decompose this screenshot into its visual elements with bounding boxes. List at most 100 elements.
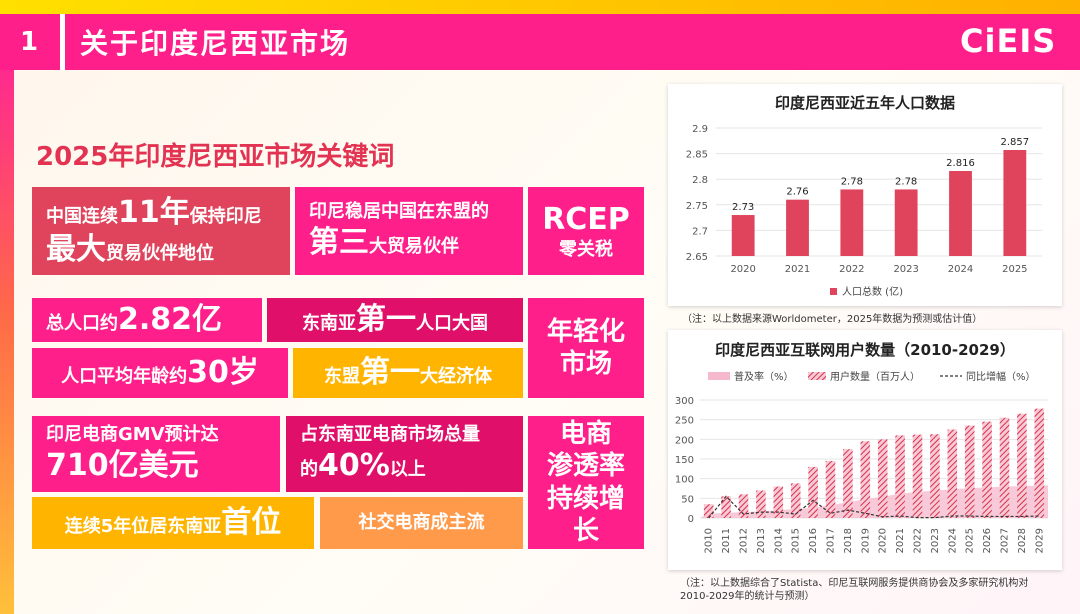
- x-tick-label: 2020: [730, 264, 755, 275]
- kw-highlight: 2.82亿: [118, 302, 223, 338]
- legend-label: 普及率（%）: [734, 370, 794, 383]
- x-tick-label: 2021: [895, 528, 906, 553]
- data-label: 2.816: [946, 158, 975, 169]
- x-tick-label: 2021: [785, 264, 810, 275]
- legend-swatch: [830, 288, 837, 295]
- kw-text: 保持印尼: [189, 205, 262, 227]
- keyword-trade-partner: 中国连续11年保持印尼 最大贸易伙伴地位: [32, 187, 290, 275]
- keyword-ecommerce-penetration: 电商 渗透率 持续增长: [528, 416, 644, 549]
- internet-chart: 0 50 100 150 200 250 300 2010 2011 2012 2013 2014 20…: [675, 370, 1048, 553]
- x-tick-label: 2020: [878, 528, 889, 553]
- internet-chart-note-2: 2010-2029年的统计与预测）: [680, 591, 815, 602]
- bar: [947, 429, 958, 518]
- x-tick-label: 2024: [948, 264, 973, 275]
- kw-text: 社交电商成主流: [358, 511, 485, 533]
- penetration-area: [700, 485, 1048, 518]
- x-tick-label: 2014: [773, 528, 784, 553]
- y-tick-label: 0: [688, 514, 694, 525]
- keyword-asean-partner: 印尼稳居中国在东盟的 第三大贸易伙伴: [295, 187, 523, 275]
- kw-highlight: 11年: [118, 194, 190, 230]
- population-chart-panel: 印度尼西亚近五年人口数据 2.65 2.7 2.75 2.8 2.85 2.9 2.73 20…: [668, 84, 1062, 306]
- header-stripe: [0, 0, 1080, 14]
- kw-highlight: 市场: [559, 349, 612, 379]
- x-tick-label: 2024: [947, 528, 958, 553]
- x-tick-label: 2016: [808, 528, 819, 553]
- y-tick-label: 50: [681, 494, 694, 505]
- bar: [721, 496, 731, 518]
- bar: [756, 490, 766, 518]
- keywords-heading: 2025年印度尼西亚市场关键词: [36, 142, 395, 172]
- bar: [786, 199, 809, 256]
- y-tick-label: 300: [675, 396, 694, 407]
- kw-text: 零关税: [559, 238, 613, 260]
- section-number: 1: [0, 14, 58, 70]
- y-tick-label: 200: [675, 435, 694, 446]
- x-tick-label: 2027: [1000, 528, 1011, 553]
- y-tick-label: 2.65: [686, 252, 708, 263]
- x-tick-label: 2015: [791, 528, 802, 553]
- kw-highlight: 40%: [318, 447, 390, 483]
- kw-text: 总人口约: [46, 313, 118, 335]
- kw-text: 以上: [389, 458, 426, 480]
- bar: [912, 434, 923, 518]
- x-tick-label: 2028: [1017, 528, 1028, 553]
- y-tick-label: 250: [675, 416, 694, 427]
- legend-label: 人口总数 (亿): [842, 285, 903, 298]
- keyword-largest-economy: 东盟第一大经济体: [293, 348, 523, 398]
- population-chart: 2.65 2.7 2.75 2.8 2.85 2.9 2.73 2020 2.76 2021 2.7…: [686, 124, 1042, 298]
- x-tick-label: 2018: [843, 528, 854, 553]
- x-tick-label: 2026: [982, 528, 993, 553]
- kw-highlight: 渗透率: [546, 451, 625, 481]
- data-label: 2.76: [786, 187, 808, 198]
- y-tick-label: 100: [675, 475, 694, 486]
- bar: [840, 189, 864, 256]
- bar: [894, 189, 918, 256]
- y-tick-label: 2.7: [692, 226, 708, 237]
- keyword-market-share: 占东南亚电商市场总量 的40%以上: [286, 416, 523, 492]
- keyword-social-commerce: 社交电商成主流: [320, 497, 523, 549]
- data-label: 2.78: [895, 176, 917, 187]
- x-tick-label: 2010: [704, 528, 715, 553]
- kw-text: 占东南亚电商市场总量: [300, 424, 480, 445]
- kw-text: 印尼电商GMV预计达: [46, 424, 219, 445]
- x-tick-label: 2025: [1002, 264, 1027, 275]
- kw-highlight: 第三: [309, 224, 369, 260]
- bar: [895, 435, 905, 518]
- bar: [731, 215, 755, 256]
- bar: [982, 421, 992, 518]
- kw-highlight: RCEP: [542, 202, 630, 237]
- kw-text: 大经济体: [420, 366, 492, 388]
- keyword-largest-population: 东南亚第一人口大国: [267, 298, 523, 342]
- keyword-rcep: RCEP 零关税: [528, 187, 644, 275]
- kw-highlight: 电商: [559, 418, 612, 449]
- bar: [1034, 408, 1045, 518]
- population-chart-title: 印度尼西亚近五年人口数据: [774, 94, 955, 112]
- kw-highlight: 年轻化: [546, 316, 625, 347]
- kw-text: 东盟: [324, 366, 360, 388]
- y-tick-label: 150: [675, 455, 694, 466]
- population-chart-note: （注：以上数据来源Worldometer，2025年数据为预测或估计值）: [682, 314, 983, 325]
- kw-text: 贸易伙伴地位: [106, 243, 214, 264]
- bar: [860, 441, 871, 518]
- kw-highlight: 最大: [46, 232, 106, 267]
- bar: [790, 483, 801, 518]
- legend-label: 用户数量（百万人）: [830, 370, 920, 383]
- x-tick-label: 2025: [965, 528, 976, 553]
- x-tick-label: 2023: [930, 528, 941, 553]
- keyword-average-age: 人口平均年龄约30岁: [32, 348, 288, 398]
- kw-text: 人口大国: [416, 313, 488, 335]
- keyword-population: 总人口约2.82亿: [32, 298, 262, 342]
- legend-swatch: [708, 372, 730, 380]
- data-label: 2.78: [841, 176, 863, 187]
- y-tick-label: 2.8: [692, 175, 708, 186]
- bar: [999, 417, 1010, 518]
- bar: [808, 466, 818, 518]
- x-tick-label: 2023: [893, 264, 918, 275]
- x-tick-label: 2017: [826, 528, 837, 553]
- kw-text: 印尼稳居中国在东盟的: [309, 201, 489, 222]
- kw-text: 大贸易伙伴: [369, 235, 459, 257]
- kw-text: 的: [300, 458, 318, 480]
- kw-text: 中国连续: [46, 205, 118, 227]
- kw-highlight: 第一: [356, 302, 416, 338]
